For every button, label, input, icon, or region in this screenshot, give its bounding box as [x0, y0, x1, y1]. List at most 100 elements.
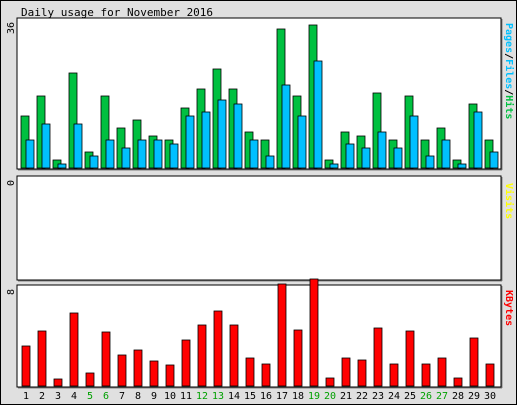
- kbytes-bar-day-26: [421, 363, 431, 387]
- kbytes-bar-day-5: [85, 372, 95, 387]
- day-label-16: 16: [260, 391, 272, 402]
- files-bar-day-25: [409, 115, 419, 169]
- kbytes-bar-day-3: [53, 378, 63, 387]
- legend-pages: Pages: [503, 23, 514, 53]
- files-bar-day-27: [441, 139, 451, 169]
- kbytes-bar-day-17: [277, 283, 287, 387]
- day-label-30: 30: [484, 391, 496, 402]
- kbytes-bar-day-21: [341, 357, 351, 387]
- hits-panel-ymax-label: 36: [6, 22, 17, 34]
- legend-hits: Hits: [503, 95, 515, 119]
- day-label-3: 3: [55, 391, 61, 402]
- day-label-25: 25: [404, 391, 416, 402]
- legend-sep: /: [503, 53, 514, 59]
- files-bar-day-1: [25, 139, 35, 169]
- files-bar-day-20: [329, 163, 339, 169]
- kbytes-panel-frame: [16, 284, 502, 388]
- files-bar-day-17: [281, 84, 291, 169]
- hits-panel-frame: [16, 17, 502, 170]
- visits-panel-frame: [16, 175, 502, 281]
- files-bar-day-29: [473, 111, 483, 169]
- kbytes-bar-day-30: [485, 363, 495, 387]
- files-bar-day-4: [73, 123, 83, 169]
- day-label-2: 2: [39, 391, 45, 402]
- files-bar-day-9: [153, 139, 163, 169]
- day-label-22: 22: [356, 391, 368, 402]
- kbytes-bar-day-24: [389, 363, 399, 387]
- kbytes-bar-day-22: [357, 359, 367, 387]
- hits-bar-day-26: [420, 139, 430, 169]
- files-bar-day-2: [41, 123, 51, 169]
- day-label-6: 6: [103, 391, 109, 402]
- day-label-10: 10: [164, 391, 176, 402]
- kbytes-bar-day-7: [117, 354, 127, 387]
- kbytes-bar-day-28: [453, 377, 463, 387]
- kbytes-panel-legend: KBytes: [503, 290, 514, 326]
- files-bar-day-11: [185, 115, 195, 169]
- kbytes-bar-day-6: [101, 331, 111, 387]
- day-label-21: 21: [340, 391, 352, 402]
- kbytes-bar-day-9: [149, 360, 159, 387]
- hits-bar-day-6: [100, 95, 110, 169]
- files-bar-day-19: [313, 60, 323, 169]
- files-bar-day-10: [169, 143, 179, 169]
- day-label-17: 17: [276, 391, 288, 402]
- day-label-7: 7: [119, 391, 125, 402]
- kbytes-bar-day-12: [197, 324, 207, 387]
- day-label-28: 28: [452, 391, 464, 402]
- day-label-5: 5: [87, 391, 93, 402]
- kbytes-bar-day-10: [165, 364, 175, 387]
- files-bar-day-6: [105, 139, 115, 169]
- kbytes-bar-day-27: [437, 357, 447, 387]
- kbytes-bar-day-18: [293, 329, 303, 387]
- day-label-29: 29: [468, 391, 480, 402]
- hits-bar-day-16: [260, 139, 270, 169]
- files-bar-day-22: [361, 147, 371, 169]
- hits-bar-day-4: [68, 72, 78, 169]
- files-bar-day-26: [425, 155, 435, 169]
- files-bar-day-14: [233, 103, 243, 169]
- kbytes-bar-day-15: [245, 357, 255, 387]
- day-label-19: 19: [308, 391, 320, 402]
- files-bar-day-3: [57, 163, 67, 169]
- kbytes-bar-day-16: [261, 363, 271, 387]
- day-label-11: 11: [180, 391, 192, 402]
- files-bar-day-16: [265, 155, 275, 169]
- day-label-13: 13: [212, 391, 224, 402]
- files-bar-day-13: [217, 99, 227, 169]
- day-label-14: 14: [228, 391, 240, 402]
- kbytes-bar-day-2: [37, 330, 47, 387]
- legend-visits: Visits: [503, 183, 515, 219]
- visits-panel-legend: Visits: [503, 183, 515, 219]
- hits-panel-legend: Pages/Files/Hits: [503, 23, 515, 119]
- hits-bar-day-23: [372, 92, 382, 169]
- day-label-20: 20: [324, 391, 336, 402]
- visits-panel-ymax-label: 0: [6, 180, 17, 186]
- files-bar-day-5: [89, 155, 99, 169]
- kbytes-bar-day-4: [69, 312, 79, 387]
- files-bar-day-7: [121, 147, 131, 169]
- kbytes-bar-day-11: [181, 339, 191, 387]
- files-bar-day-15: [249, 139, 259, 169]
- kbytes-bar-day-23: [373, 327, 383, 387]
- files-bar-day-23: [377, 131, 387, 169]
- files-bar-day-18: [297, 115, 307, 169]
- kbytes-panel-ymax-label: 8: [6, 289, 17, 295]
- files-bar-day-21: [345, 143, 355, 169]
- day-label-15: 15: [244, 391, 256, 402]
- day-label-8: 8: [135, 391, 141, 402]
- kbytes-bar-day-8: [133, 349, 143, 387]
- day-label-1: 1: [23, 391, 29, 402]
- day-label-18: 18: [292, 391, 304, 402]
- kbytes-bar-day-13: [213, 310, 223, 387]
- files-bar-day-8: [137, 139, 147, 169]
- day-label-12: 12: [196, 391, 208, 402]
- files-bar-day-30: [489, 151, 499, 169]
- kbytes-bar-day-29: [469, 337, 479, 387]
- files-bar-day-12: [201, 111, 211, 169]
- chart-title: Daily usage for November 2016: [21, 6, 213, 19]
- kbytes-bar-day-1: [21, 345, 31, 387]
- kbytes-bar-day-20: [325, 377, 335, 387]
